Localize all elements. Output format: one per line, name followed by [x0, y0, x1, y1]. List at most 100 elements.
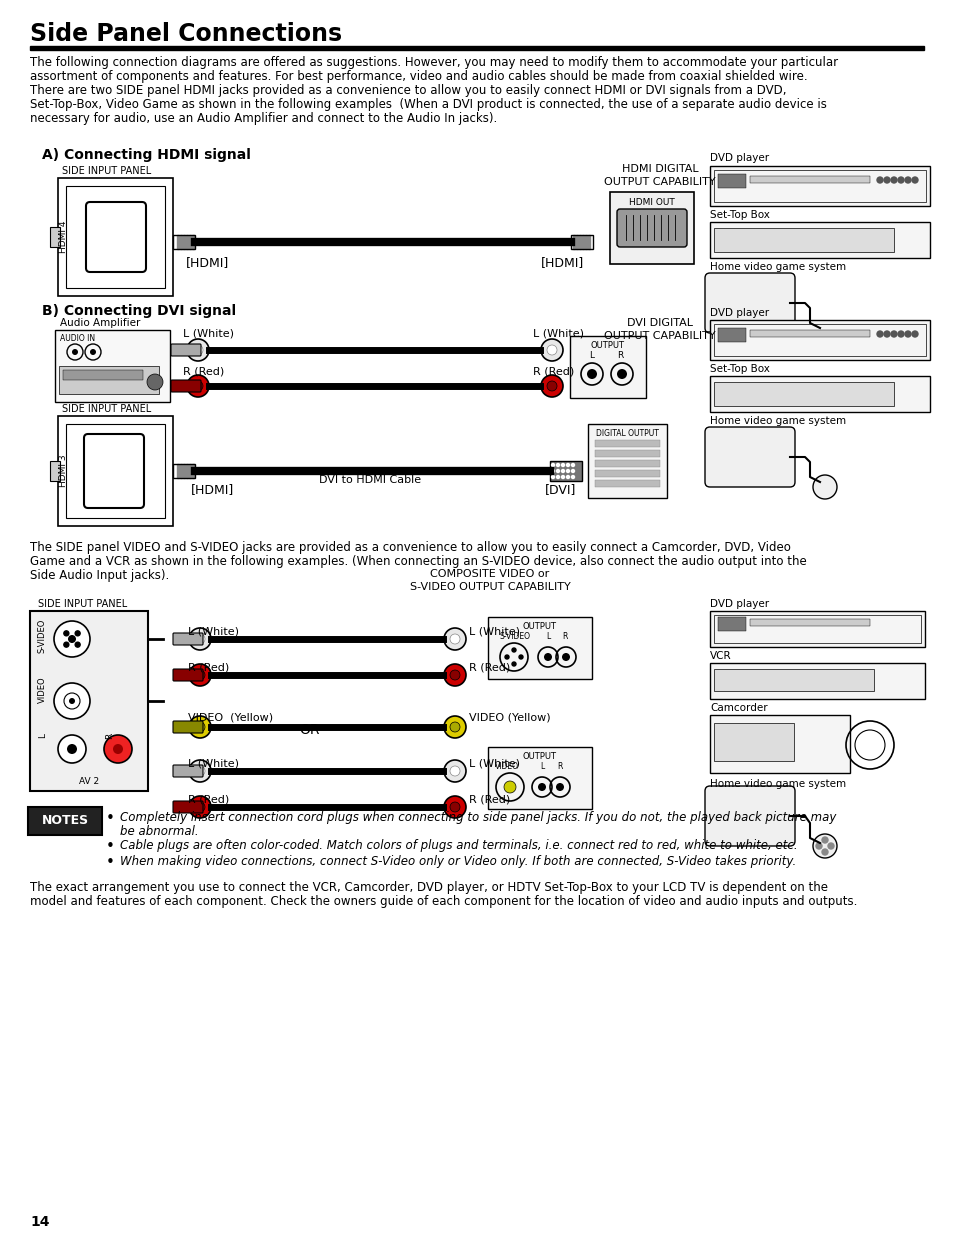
Text: R (Red): R (Red)	[183, 366, 224, 375]
Circle shape	[551, 469, 554, 473]
Circle shape	[827, 844, 833, 848]
Circle shape	[537, 783, 545, 790]
Text: SIDE INPUT PANEL: SIDE INPUT PANEL	[62, 404, 152, 414]
Text: L (White): L (White)	[183, 329, 233, 338]
Circle shape	[54, 683, 90, 719]
Bar	[713, 324, 925, 356]
Circle shape	[193, 345, 203, 354]
Text: L (White): L (White)	[469, 627, 519, 637]
FancyBboxPatch shape	[86, 203, 146, 272]
Text: SIDE INPUT PANEL: SIDE INPUT PANEL	[62, 165, 152, 177]
FancyBboxPatch shape	[172, 802, 203, 813]
Text: VCR: VCR	[709, 651, 731, 661]
Circle shape	[187, 375, 209, 396]
Circle shape	[450, 766, 459, 776]
Bar	[189, 464, 191, 478]
Circle shape	[443, 664, 465, 685]
Text: The following connection diagrams are offered as suggestions. However, you may n: The following connection diagrams are of…	[30, 56, 838, 69]
Circle shape	[571, 469, 574, 473]
FancyBboxPatch shape	[172, 764, 203, 777]
Circle shape	[556, 783, 563, 790]
Circle shape	[883, 331, 889, 337]
Bar	[192, 464, 193, 478]
Bar	[576, 235, 578, 249]
Text: A) Connecting HDMI signal: A) Connecting HDMI signal	[42, 148, 251, 162]
Bar	[709, 320, 929, 359]
Text: There are two SIDE panel HDMI jacks provided as a convenience to allow you to ea: There are two SIDE panel HDMI jacks prov…	[30, 84, 785, 98]
Circle shape	[897, 177, 903, 183]
Circle shape	[69, 698, 75, 704]
Circle shape	[546, 345, 557, 354]
FancyBboxPatch shape	[488, 618, 592, 679]
Bar	[186, 235, 188, 249]
Bar	[581, 235, 583, 249]
Circle shape	[450, 671, 459, 680]
Text: L: L	[589, 351, 594, 359]
Circle shape	[566, 475, 569, 478]
FancyBboxPatch shape	[569, 336, 645, 398]
Bar	[50, 227, 60, 247]
Circle shape	[194, 634, 205, 643]
Circle shape	[890, 331, 896, 337]
Text: [HDMI]: [HDMI]	[191, 483, 234, 496]
Circle shape	[828, 330, 834, 336]
Circle shape	[876, 177, 882, 183]
FancyBboxPatch shape	[172, 669, 203, 680]
Text: DVD player: DVD player	[709, 308, 768, 317]
FancyBboxPatch shape	[704, 785, 794, 846]
Text: DVI to HDMI Cable: DVI to HDMI Cable	[318, 475, 420, 485]
Bar	[63, 370, 143, 380]
Text: DIGITAL OUTPUT: DIGITAL OUTPUT	[595, 429, 658, 438]
Text: OUTPUT: OUTPUT	[522, 752, 557, 761]
Text: R: R	[561, 632, 567, 641]
Circle shape	[911, 177, 917, 183]
Text: R: R	[617, 351, 622, 359]
Circle shape	[64, 631, 69, 636]
Circle shape	[189, 760, 211, 782]
Bar	[550, 461, 581, 480]
Circle shape	[561, 463, 564, 467]
Bar	[50, 461, 60, 480]
Bar	[177, 235, 179, 249]
Circle shape	[189, 716, 211, 739]
Circle shape	[443, 629, 465, 650]
Circle shape	[75, 631, 80, 636]
Bar	[709, 663, 924, 699]
Circle shape	[571, 463, 574, 467]
Circle shape	[147, 374, 163, 390]
Circle shape	[551, 463, 554, 467]
Circle shape	[911, 331, 917, 337]
Text: R (Red): R (Red)	[188, 795, 229, 805]
Bar	[713, 228, 893, 252]
Bar	[713, 669, 873, 692]
Bar	[587, 235, 589, 249]
Text: OUTPUT: OUTPUT	[590, 341, 624, 350]
Circle shape	[443, 716, 465, 739]
Text: VIDEO: VIDEO	[38, 676, 47, 703]
Text: Home video game system: Home video game system	[709, 416, 845, 426]
Text: Set-Top Box: Set-Top Box	[709, 210, 769, 220]
Text: Set-Top-Box, Video Game as shown in the following examples  (When a DVI product : Set-Top-Box, Video Game as shown in the …	[30, 98, 826, 111]
Text: 14: 14	[30, 1215, 50, 1229]
Text: The exact arrangement you use to connect the VCR, Camcorder, DVD player, or HDTV: The exact arrangement you use to connect…	[30, 881, 827, 894]
Text: L (White): L (White)	[469, 760, 519, 769]
Bar	[709, 375, 929, 412]
Text: HDMI OUT: HDMI OUT	[628, 198, 674, 207]
Circle shape	[551, 475, 554, 478]
Bar	[571, 235, 593, 249]
Circle shape	[450, 722, 459, 732]
Circle shape	[90, 350, 96, 354]
Circle shape	[812, 321, 836, 345]
Circle shape	[890, 177, 896, 183]
Text: S-VIDEO: S-VIDEO	[499, 632, 531, 641]
Circle shape	[904, 177, 910, 183]
Circle shape	[556, 469, 558, 473]
Text: Set-Top Box: Set-Top Box	[709, 364, 769, 374]
Bar	[595, 459, 659, 467]
Circle shape	[512, 662, 516, 666]
Circle shape	[561, 475, 564, 478]
Circle shape	[812, 834, 836, 858]
Text: be abnormal.: be abnormal.	[120, 825, 198, 839]
Text: R (Red): R (Red)	[533, 366, 574, 375]
Text: Side Audio Input jacks).: Side Audio Input jacks).	[30, 569, 169, 582]
